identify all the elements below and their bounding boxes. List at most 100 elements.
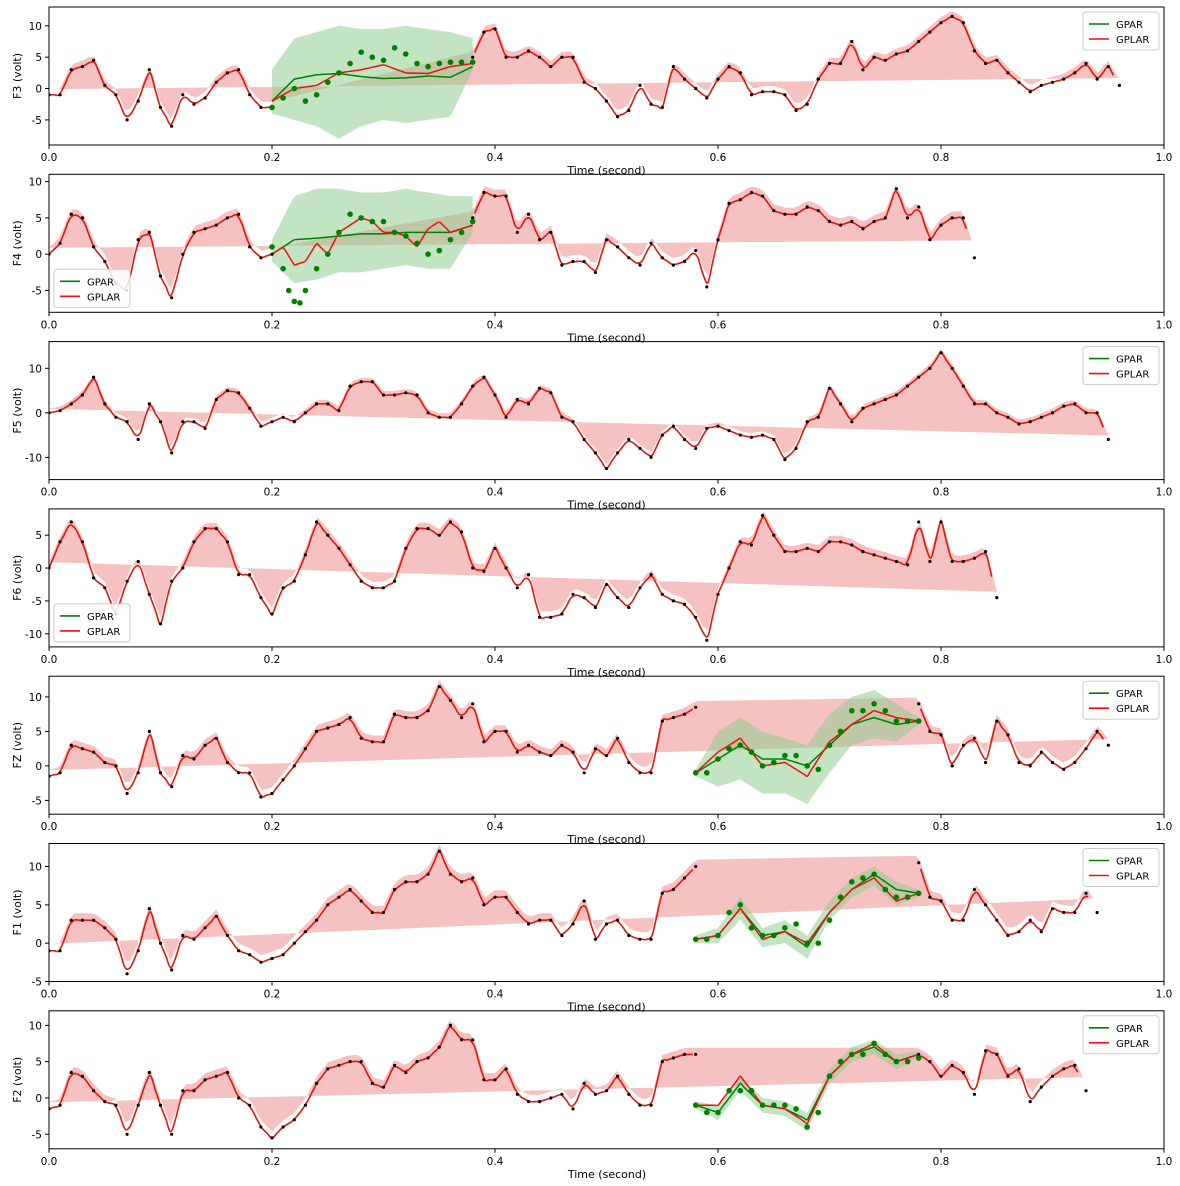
observed-point: [928, 366, 932, 370]
observed-point: [582, 80, 586, 84]
observed-point: [1017, 0, 1020, 2]
observed-point: [1029, 0, 1032, 2]
observed-point: [593, 605, 598, 610]
observed-point: [1107, 0, 1110, 2]
observed-point: [92, 1089, 96, 1093]
observed-point: [716, 424, 720, 428]
observed-point: [906, 216, 910, 220]
observed-point: [593, 86, 598, 91]
observed-point: [972, 887, 977, 892]
observed-point: [170, 785, 174, 789]
observed-point: [259, 1125, 263, 1129]
observed-point: [326, 903, 330, 907]
observed-point: [1118, 0, 1121, 2]
x-tick-label: 0.6: [710, 319, 727, 331]
observed-point: [850, 543, 854, 547]
observed-point: [850, 219, 854, 224]
observed-point: [192, 540, 196, 544]
test-point: [269, 104, 275, 111]
observed-point: [326, 726, 330, 730]
observed-point: [1017, 930, 1021, 934]
test-point: [748, 925, 755, 931]
observed-point: [471, 216, 475, 220]
test-point: [325, 79, 331, 86]
observed-point: [158, 274, 163, 278]
observed-point: [1028, 1100, 1032, 1104]
observed-point: [237, 573, 241, 577]
observed-point: [504, 194, 508, 198]
observed-point: [738, 540, 742, 544]
observed-point: [482, 190, 486, 195]
gplar-line-segment: [49, 351, 1104, 470]
observed-point: [158, 622, 163, 626]
observed-point: [549, 615, 553, 619]
observed-point: [649, 937, 653, 941]
panel-f4: 0.0 0.2 0.4 0.6 0.8 1.0 Time (second) -5 0 5 10 F4 …: [11, 0, 1173, 344]
observed-point: [270, 791, 274, 796]
observed-point: [58, 949, 62, 953]
observed-point: [303, 747, 307, 751]
observed-point: [805, 102, 809, 106]
observed-point: [571, 750, 575, 754]
observed-point: [694, 864, 698, 869]
observed-point: [682, 602, 687, 606]
observed-point: [761, 433, 765, 437]
observed-point: [259, 960, 263, 964]
plot-area: [49, 0, 1121, 642]
x-tick-label: 0.0: [41, 1156, 58, 1168]
observed-point: [1084, 0, 1087, 2]
observed-point: [816, 209, 820, 213]
observed-point: [136, 559, 140, 564]
observed-point: [861, 550, 865, 554]
test-point: [849, 1051, 855, 1058]
observed-point: [125, 972, 129, 976]
test-point: [347, 60, 353, 67]
observed-point: [928, 1060, 932, 1064]
observed-point: [1140, 0, 1143, 2]
x-tick-label: 0.2: [264, 989, 281, 1001]
observed-point: [772, 209, 776, 213]
observed-point: [638, 771, 642, 775]
gplar-test-line: [695, 1042, 919, 1125]
test-point: [793, 1106, 799, 1112]
observed-point: [705, 638, 709, 642]
observed-point: [1118, 0, 1121, 2]
observed-point: [1095, 411, 1099, 415]
observed-point: [326, 1067, 330, 1071]
observed-point: [816, 415, 820, 419]
x-tick-label: 1.0: [1156, 152, 1173, 164]
observed-point: [80, 918, 84, 922]
test-point: [759, 1102, 766, 1108]
observed-point: [248, 406, 252, 410]
observed-point: [917, 861, 921, 865]
observed-point: [972, 49, 977, 53]
observed-point: [460, 716, 464, 720]
observed-point: [571, 592, 575, 596]
y-tick-label: 0: [35, 938, 42, 950]
x-tick-label: 0.4: [487, 654, 504, 666]
observed-point: [1006, 0, 1009, 2]
test-point: [849, 879, 855, 885]
gplar-line-segment: [919, 868, 1089, 936]
observed-point: [482, 1078, 486, 1082]
test-point: [860, 875, 866, 881]
observed-point: [995, 1052, 999, 1056]
plot-area: [49, 0, 1143, 1140]
x-tick-label: 0.2: [264, 152, 281, 164]
observed-point: [928, 238, 932, 242]
test-point: [804, 940, 810, 946]
x-tick-label: 1.0: [1156, 319, 1173, 331]
observed-point: [471, 384, 475, 388]
observed-point: [1073, 910, 1077, 915]
observed-point: [1129, 0, 1132, 2]
observed-point: [772, 437, 776, 442]
test-point: [325, 251, 331, 257]
observed-point: [248, 953, 252, 957]
observed-point: [393, 887, 397, 892]
y-tick-label: -5: [32, 286, 42, 298]
observed-point: [928, 895, 932, 899]
gplar-uncertainty-band: [49, 184, 972, 290]
observed-point: [616, 115, 620, 119]
test-point: [915, 1055, 922, 1061]
observed-point: [181, 754, 185, 758]
